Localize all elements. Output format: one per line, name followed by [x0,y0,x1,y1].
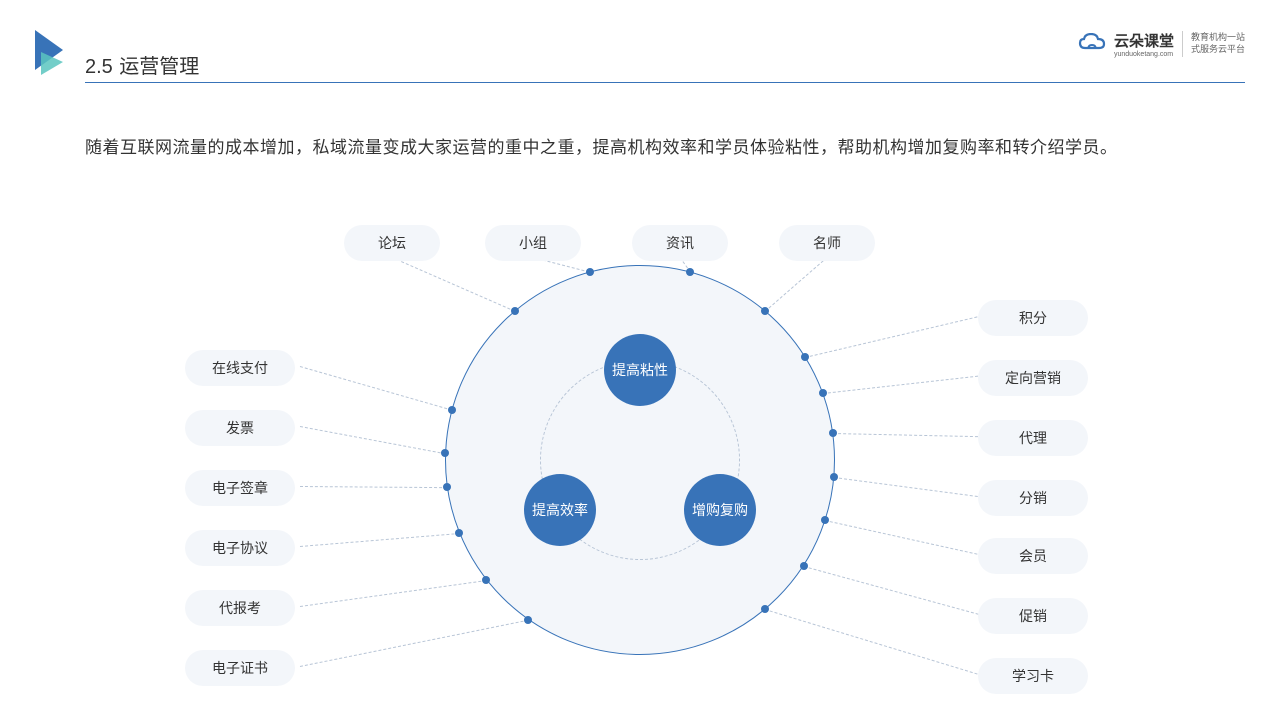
connector-line [300,426,445,454]
section-title-text: 运营管理 [119,56,199,78]
logo-text: 云朵课堂 yunduoketang.com [1114,30,1174,58]
pill-right-5: 促销 [978,598,1088,634]
pill-left-2: 电子签章 [185,470,295,506]
connector-line [803,566,978,615]
pill-right-6: 学习卡 [978,658,1088,694]
radial-diagram: 论坛 小组 资讯 名师在线支付发票电子签章电子协议代报考电子证书 积分定向营销代理分销会… [0,200,1280,720]
logo-cloud-icon [1078,33,1106,55]
ring-dot [511,307,519,315]
pill-top-3: 名师 [779,225,875,261]
ring-dot [800,562,808,570]
pill-right-3: 分销 [978,480,1088,516]
title-underline [85,82,1245,83]
ring-dot [830,473,838,481]
pill-right-2: 代理 [978,420,1088,456]
pill-left-1: 发票 [185,410,295,446]
connector-line [300,366,452,410]
ring-dot [443,483,451,491]
section-description: 随着互联网流量的成本增加，私域流量变成大家运营的重中之重，提高机构效率和学员体验… [85,132,1195,164]
ring-dot [686,268,694,276]
connector-line [300,620,528,667]
connector-line [825,520,978,555]
ring-dot [448,406,456,414]
ring-dot [761,605,769,613]
connector-line [834,477,978,497]
center-node-2: 增购复购 [684,474,756,546]
connector-line [300,533,459,547]
pill-right-4: 会员 [978,538,1088,574]
ring-dot [455,529,463,537]
brand-name: 云朵课堂 [1114,33,1174,50]
ring-dot [524,616,532,624]
center-node-0: 提高粘性 [604,334,676,406]
connector-line [300,580,486,607]
ring-dot [819,389,827,397]
ring-dot [586,268,594,276]
pill-left-0: 在线支付 [185,350,295,386]
pill-left-5: 电子证书 [185,650,295,686]
connector-line [392,257,515,312]
pill-right-0: 积分 [978,300,1088,336]
connector-line [833,433,978,437]
section-number: 2.5 [85,56,113,78]
pill-top-1: 小组 [485,225,581,261]
section-title: 2.5 运营管理 [85,50,199,79]
connector-line [765,257,827,311]
ring-dot [801,353,809,361]
ring-dot [441,449,449,457]
center-node-1: 提高效率 [524,474,596,546]
pill-top-2: 资讯 [632,225,728,261]
brand-tagline: 教育机构一站 式服务云平台 [1191,32,1245,55]
ring-dot [761,307,769,315]
ring-dot [482,576,490,584]
brand-url: yunduoketang.com [1114,51,1174,58]
pill-left-4: 代报考 [185,590,295,626]
pill-right-1: 定向营销 [978,360,1088,396]
connector-line [823,376,978,394]
connector-line [765,609,978,675]
connector-line [805,316,978,358]
ring-dot [829,429,837,437]
connector-line [300,486,447,488]
pill-top-0: 论坛 [344,225,440,261]
pill-left-3: 电子协议 [185,530,295,566]
brand-logo: 云朵课堂 yunduoketang.com 教育机构一站 式服务云平台 [1078,30,1245,58]
logo-divider [1182,31,1183,57]
header-arrow-icon [35,30,75,80]
ring-dot [821,516,829,524]
